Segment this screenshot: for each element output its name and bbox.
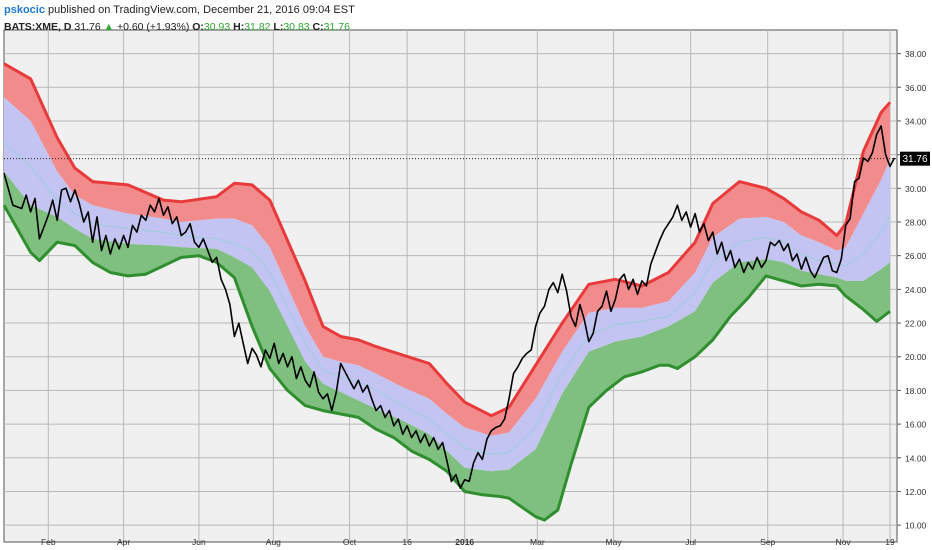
low-label: L: bbox=[273, 21, 284, 33]
x-tick-label: 19 bbox=[885, 537, 895, 547]
lower-band-line bbox=[2, 204, 891, 522]
symbol-label[interactable]: BATS:XME, D bbox=[4, 21, 72, 33]
low-value: 30.83 bbox=[283, 21, 310, 33]
upper-band-line bbox=[3, 62, 892, 418]
y-tick-label: 36.00 bbox=[905, 83, 927, 93]
lower-band bbox=[4, 171, 890, 521]
y-tick-label: 26.00 bbox=[905, 251, 927, 261]
close-value: 31.76 bbox=[323, 21, 350, 33]
y-tick-label: 20.00 bbox=[905, 352, 927, 362]
x-tick-label: 16 bbox=[402, 537, 412, 547]
y-tick-label: 22.00 bbox=[905, 319, 927, 329]
y-tick-label: 14.00 bbox=[905, 453, 927, 463]
x-tick-label: Oct bbox=[343, 537, 357, 547]
close-label: C: bbox=[312, 21, 324, 33]
y-tick-label: 18.00 bbox=[905, 386, 927, 396]
grid bbox=[4, 30, 897, 542]
x-tick-label: Nov bbox=[835, 537, 851, 547]
last-price-tag-bg bbox=[900, 151, 930, 166]
y-tick-label: 12.00 bbox=[905, 487, 927, 497]
last-price: 31.76 bbox=[74, 21, 101, 33]
channel-bands bbox=[4, 63, 890, 521]
x-tick-label: Feb bbox=[41, 537, 56, 547]
open-value: 30.93 bbox=[203, 21, 231, 33]
y-tick-label: 28.00 bbox=[905, 218, 927, 228]
y-tick-label: 24.00 bbox=[905, 285, 927, 295]
price-change: +0.60 (+1.93%) bbox=[116, 21, 190, 33]
high-label: H: bbox=[233, 21, 245, 33]
series-lines bbox=[2, 62, 896, 522]
symbol-line: BATS:XME, D 31.76 ▲ +0.60 (+1.93%) O:30.… bbox=[4, 20, 355, 34]
high-value: 31.82 bbox=[244, 21, 271, 33]
x-tick-label: 2016 bbox=[455, 537, 474, 547]
last-price-tag: 31.76 bbox=[900, 151, 930, 166]
x-tick-label: Mar bbox=[530, 537, 545, 547]
x-tick-label: Aug bbox=[266, 537, 281, 547]
x-tick-label: Jul bbox=[685, 537, 696, 547]
up-arrow-icon: ▲ bbox=[103, 21, 115, 33]
x-tick-label: May bbox=[606, 537, 623, 547]
author-link[interactable]: pskocic bbox=[4, 4, 45, 16]
y-tick-label: 38.00 bbox=[905, 49, 927, 59]
y-tick-label: 34.00 bbox=[905, 116, 927, 126]
x-axis[interactable]: Feb Apr Jun Aug Oct 16 2016 Mar May Jul Sep Nov 19 bbox=[41, 537, 895, 547]
x-tick-label: Sep bbox=[760, 537, 775, 547]
y-tick-label: 10.00 bbox=[905, 521, 927, 531]
last-price-tag-text: 31.76 bbox=[902, 154, 927, 165]
x-tick-label: Jun bbox=[192, 537, 206, 547]
published-text: published on TradingView.com, December 2… bbox=[48, 4, 355, 16]
y-tick-label: 30.00 bbox=[905, 184, 927, 194]
open-label: O: bbox=[192, 21, 204, 33]
chart-header: pskocic published on TradingView.com, De… bbox=[4, 3, 355, 34]
y-tick-label: 16.00 bbox=[905, 420, 927, 430]
x-tick-label: Apr bbox=[117, 537, 130, 547]
price-line bbox=[3, 125, 896, 489]
publisher-line: pskocic published on TradingView.com, De… bbox=[4, 3, 355, 17]
center-line bbox=[3, 142, 891, 456]
